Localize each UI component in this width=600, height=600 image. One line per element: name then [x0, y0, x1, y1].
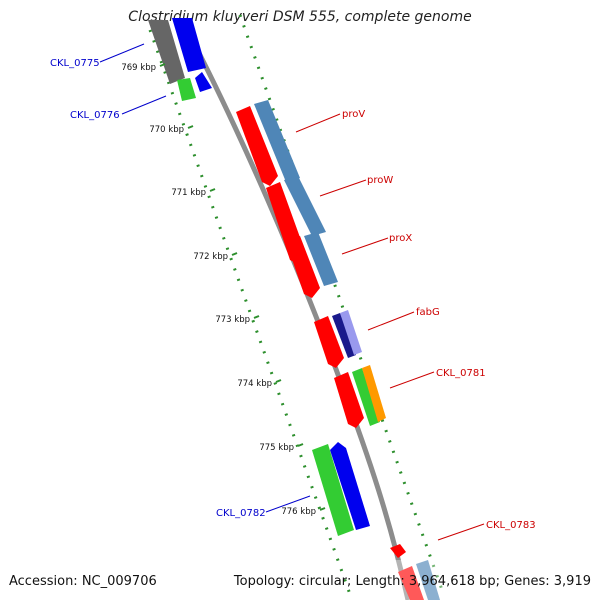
- leader-prow: [319, 179, 367, 197]
- blast-prow: [284, 176, 326, 236]
- tick-mark: [209, 188, 216, 192]
- cds-ckl-0783: [390, 544, 406, 558]
- label-ckl-0776: CKL_0776: [70, 110, 120, 121]
- blast-prox: [304, 232, 338, 286]
- label-ckl-0775: CKL_0775: [50, 58, 100, 69]
- tick-mark: [297, 443, 304, 447]
- tick-label: 773 kbp: [215, 315, 250, 325]
- label-prow: proW: [367, 175, 393, 186]
- blue-feature-top: [172, 18, 206, 72]
- leader-ckl-0775: [99, 43, 145, 63]
- tick-mark: [187, 125, 194, 129]
- tick-mark: [231, 252, 238, 256]
- label-prov: proV: [342, 109, 365, 120]
- leader-prox: [341, 237, 389, 255]
- blast-prov: [254, 100, 300, 182]
- outer-ring-dotted-line: [238, 14, 444, 591]
- tick-label: 775 kbp: [259, 443, 294, 453]
- tick-mark: [319, 507, 326, 511]
- green-feature-ckl-0782: [312, 444, 354, 536]
- tick-mark: [253, 315, 260, 319]
- leader-fabg: [367, 311, 415, 331]
- accession-text: Accession: NC_009706: [9, 574, 157, 589]
- grey-feature-top: [148, 20, 185, 84]
- gene-labels: proV proW proX fabG CKL_0781 CKL_0783 CK…: [50, 58, 536, 531]
- map-title: Clostridium kluyveri DSM 555, complete g…: [128, 9, 472, 25]
- tick-mark: [159, 63, 166, 67]
- leader-ckl-0782: [265, 495, 311, 513]
- lavender-feature-fabg: [340, 310, 362, 355]
- tick-label: 776 kbp: [281, 507, 316, 517]
- orange-feature-ckl-0781: [362, 365, 386, 422]
- blast-bottom: [416, 560, 440, 600]
- genome-summary-text: Topology: circular; Length: 3,964,618 bp…: [233, 574, 591, 589]
- label-ckl-0781: CKL_0781: [436, 368, 486, 379]
- cds-fabg: [314, 316, 344, 368]
- tick-label: 774 kbp: [237, 379, 272, 389]
- cds-bottom: [398, 566, 424, 600]
- cds-prox: [286, 236, 320, 298]
- green-feature-ckl-0781: [352, 368, 380, 426]
- label-fabg: fabG: [416, 307, 440, 318]
- label-ckl-0783: CKL_0783: [486, 520, 536, 531]
- green-feature-ckl-0776: [177, 78, 196, 101]
- label-prox: proX: [389, 233, 412, 244]
- blue-feature-ckl-0782: [330, 442, 370, 530]
- blue-feature-top-2: [195, 72, 212, 92]
- cds-provr: [236, 106, 278, 186]
- cds-ckl-0781: [334, 372, 364, 428]
- tick-label: 770 kbp: [149, 125, 184, 135]
- tick-label: 772 kbp: [193, 252, 228, 262]
- label-ckl-0782: CKL_0782: [216, 508, 266, 519]
- leader-ckl-0783: [437, 523, 485, 541]
- tick-label: 769 kbp: [121, 63, 156, 73]
- navy-feature-fabg: [332, 313, 356, 358]
- leader-prov: [295, 113, 341, 133]
- selection-highlight: [380, 560, 450, 600]
- label-leaders: [99, 43, 485, 541]
- inner-ring-dotted-line: [148, 29, 354, 600]
- tick-mark: [275, 379, 282, 383]
- leader-ckl-0781: [389, 371, 435, 389]
- leader-ckl-0776: [121, 95, 167, 115]
- tick-label: 771 kbp: [171, 188, 206, 198]
